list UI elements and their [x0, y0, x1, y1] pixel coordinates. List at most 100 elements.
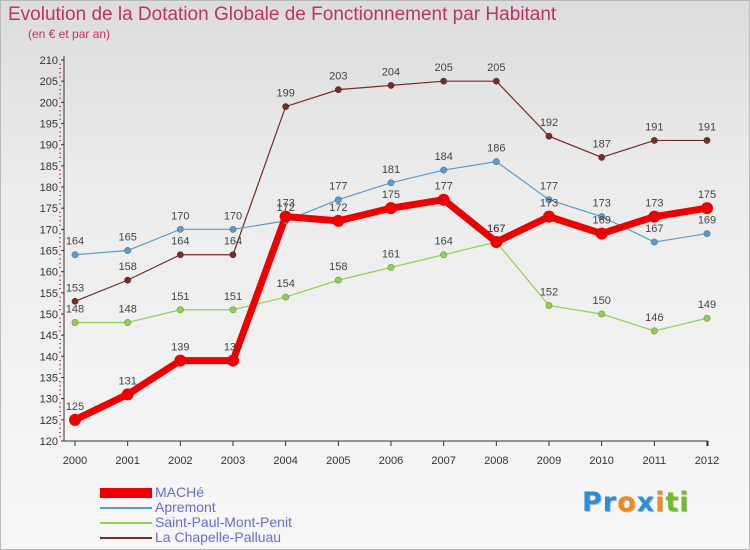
y-tick-label: 200 — [40, 97, 58, 109]
data-point-apremont — [703, 230, 711, 238]
data-point-saint-paul-mont-penit — [598, 310, 606, 318]
data-label-apremont: 177 — [329, 181, 347, 193]
data-point-mache — [332, 214, 345, 227]
data-label-apremont: 165 — [118, 232, 136, 244]
data-point-la-chapelle-palluau — [545, 132, 553, 140]
legend-label-mache: MACHé — [155, 484, 205, 500]
data-point-apremont — [492, 158, 500, 166]
data-point-apremont — [545, 196, 553, 204]
x-tick-label: 2000 — [63, 455, 87, 467]
data-label-mache: 175 — [382, 189, 400, 201]
data-point-la-chapelle-palluau — [282, 103, 290, 111]
data-point-apremont — [229, 225, 237, 233]
data-label-saint-paul-mont-penit: 161 — [382, 248, 400, 260]
data-point-mache — [543, 210, 555, 223]
data-point-mache — [121, 388, 134, 401]
data-point-mache — [227, 354, 239, 367]
data-point-la-chapelle-palluau — [124, 276, 132, 284]
y-tick-label: 165 — [40, 246, 58, 258]
data-label-apremont: 177 — [540, 181, 558, 193]
data-label-la-chapelle-palluau: 192 — [540, 117, 558, 129]
data-label-mache: 167 — [487, 223, 505, 235]
data-label-saint-paul-mont-penit: 151 — [171, 291, 189, 303]
data-label-la-chapelle-palluau: 205 — [487, 62, 505, 74]
data-point-mache — [490, 236, 503, 249]
y-tick-label: 195 — [40, 119, 58, 131]
y-tick-label: 180 — [40, 182, 58, 194]
x-tick-label: 2007 — [431, 455, 455, 467]
data-label-mache: 175 — [698, 189, 716, 201]
data-point-mache — [279, 210, 292, 223]
y-tick-label: 160 — [40, 267, 58, 279]
y-tick-label: 210 — [40, 55, 58, 67]
x-tick-label: 2009 — [537, 455, 561, 467]
data-label-saint-paul-mont-penit: 150 — [592, 295, 610, 307]
data-label-mache: 173 — [276, 198, 294, 210]
y-tick-label: 120 — [40, 436, 58, 448]
data-label-apremont: 181 — [382, 164, 400, 176]
data-point-apremont — [598, 213, 606, 221]
data-point-mache — [701, 202, 713, 215]
logo-letter: i — [655, 487, 666, 518]
x-tick-label: 2001 — [115, 455, 139, 467]
data-label-mache: 177 — [434, 181, 452, 193]
data-label-mache: 173 — [540, 198, 558, 210]
data-point-la-chapelle-palluau — [176, 251, 184, 259]
legend-label-apremont: Apremont — [155, 499, 216, 515]
data-point-mache — [174, 354, 187, 367]
data-point-saint-paul-mont-penit — [387, 263, 395, 271]
data-point-la-chapelle-palluau — [334, 86, 342, 94]
data-point-mache — [648, 210, 661, 223]
data-label-mache: 169 — [592, 215, 610, 227]
proxiti-logo: Proxiti — [582, 487, 690, 518]
data-point-la-chapelle-palluau — [492, 77, 500, 85]
x-tick-label: 2003 — [221, 455, 245, 467]
legend-label-la-chapelle-palluau: La Chapelle-Palluau — [155, 529, 282, 545]
data-point-apremont — [440, 166, 448, 174]
x-tick-label: 2006 — [379, 455, 403, 467]
data-label-apremont: 164 — [66, 236, 84, 248]
data-point-la-chapelle-palluau — [387, 81, 395, 89]
data-label-mache: 139 — [224, 342, 242, 354]
legend-label-saint-paul-mont-penit: Saint-Paul-Mont-Penit — [155, 514, 292, 530]
data-label-apremont: 186 — [487, 143, 505, 155]
data-point-apremont — [650, 238, 658, 246]
data-label-mache: 125 — [66, 401, 84, 413]
data-label-apremont: 167 — [645, 223, 663, 235]
data-label-apremont: 172 — [276, 202, 294, 214]
data-label-la-chapelle-palluau: 204 — [382, 66, 400, 78]
data-point-saint-paul-mont-penit — [334, 276, 342, 284]
data-point-mache — [69, 413, 81, 426]
data-point-la-chapelle-palluau — [598, 153, 606, 161]
data-label-la-chapelle-palluau: 191 — [645, 121, 663, 133]
data-label-saint-paul-mont-penit: 158 — [329, 261, 347, 273]
x-tick-label: 2008 — [484, 455, 508, 467]
data-label-mache: 131 — [118, 375, 136, 387]
data-point-saint-paul-mont-penit — [650, 327, 658, 335]
chart-subtitle: (en € et par an) — [28, 27, 111, 41]
y-tick-label: 155 — [40, 288, 58, 300]
data-label-saint-paul-mont-penit: 152 — [540, 287, 558, 299]
data-point-la-chapelle-palluau — [229, 251, 237, 259]
data-label-saint-paul-mont-penit: 146 — [645, 312, 663, 324]
y-tick-label: 125 — [40, 415, 58, 427]
y-tick-label: 130 — [40, 394, 58, 406]
chart-title: Evolution de la Dotation Globale de Fonc… — [8, 4, 557, 25]
x-tick-label: 2011 — [643, 455, 667, 467]
data-label-la-chapelle-palluau: 153 — [66, 282, 84, 294]
data-point-apremont — [71, 251, 79, 259]
data-point-saint-paul-mont-penit — [176, 306, 184, 314]
data-label-mache: 172 — [329, 202, 347, 214]
data-label-la-chapelle-palluau: 187 — [592, 138, 610, 150]
y-tick-label: 185 — [40, 161, 58, 173]
data-point-saint-paul-mont-penit — [71, 318, 79, 326]
data-label-apremont: 169 — [698, 215, 716, 227]
y-tick-label: 140 — [40, 351, 58, 363]
y-tick-label: 135 — [40, 373, 58, 385]
data-label-saint-paul-mont-penit: 167 — [487, 223, 505, 235]
x-tick-label: 2005 — [326, 455, 350, 467]
data-label-la-chapelle-palluau: 205 — [434, 62, 452, 74]
logo-letter: i — [679, 487, 690, 518]
data-label-la-chapelle-palluau: 158 — [118, 261, 136, 273]
